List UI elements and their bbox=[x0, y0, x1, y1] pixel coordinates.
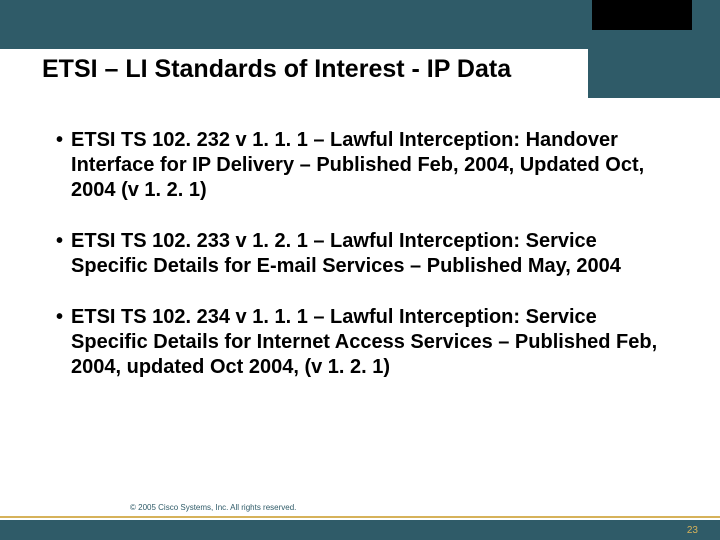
slide-title: ETSI – LI Standards of Interest - IP Dat… bbox=[42, 55, 511, 84]
page-number: 23 bbox=[687, 525, 698, 536]
bullet-text: ETSI TS 102. 232 v 1. 1. 1 – Lawful Inte… bbox=[71, 128, 664, 203]
footer-bar: 23 bbox=[0, 520, 720, 540]
copyright-text: © 2005 Cisco Systems, Inc. All rights re… bbox=[130, 503, 296, 512]
footer-accent bbox=[0, 516, 720, 518]
bullet-item: • ETSI TS 102. 234 v 1. 1. 1 – Lawful In… bbox=[56, 305, 664, 380]
bullet-text: ETSI TS 102. 233 v 1. 2. 1 – Lawful Inte… bbox=[71, 229, 664, 279]
bullet-marker: • bbox=[56, 305, 63, 380]
content-area: • ETSI TS 102. 232 v 1. 1. 1 – Lawful In… bbox=[0, 98, 720, 380]
bullet-marker: • bbox=[56, 229, 63, 279]
bullet-marker: • bbox=[56, 128, 63, 203]
bullet-item: • ETSI TS 102. 233 v 1. 2. 1 – Lawful In… bbox=[56, 229, 664, 279]
bullet-item: • ETSI TS 102. 232 v 1. 1. 1 – Lawful In… bbox=[56, 128, 664, 203]
header-black-tab bbox=[592, 0, 692, 30]
bullet-text: ETSI TS 102. 234 v 1. 1. 1 – Lawful Inte… bbox=[71, 305, 664, 380]
